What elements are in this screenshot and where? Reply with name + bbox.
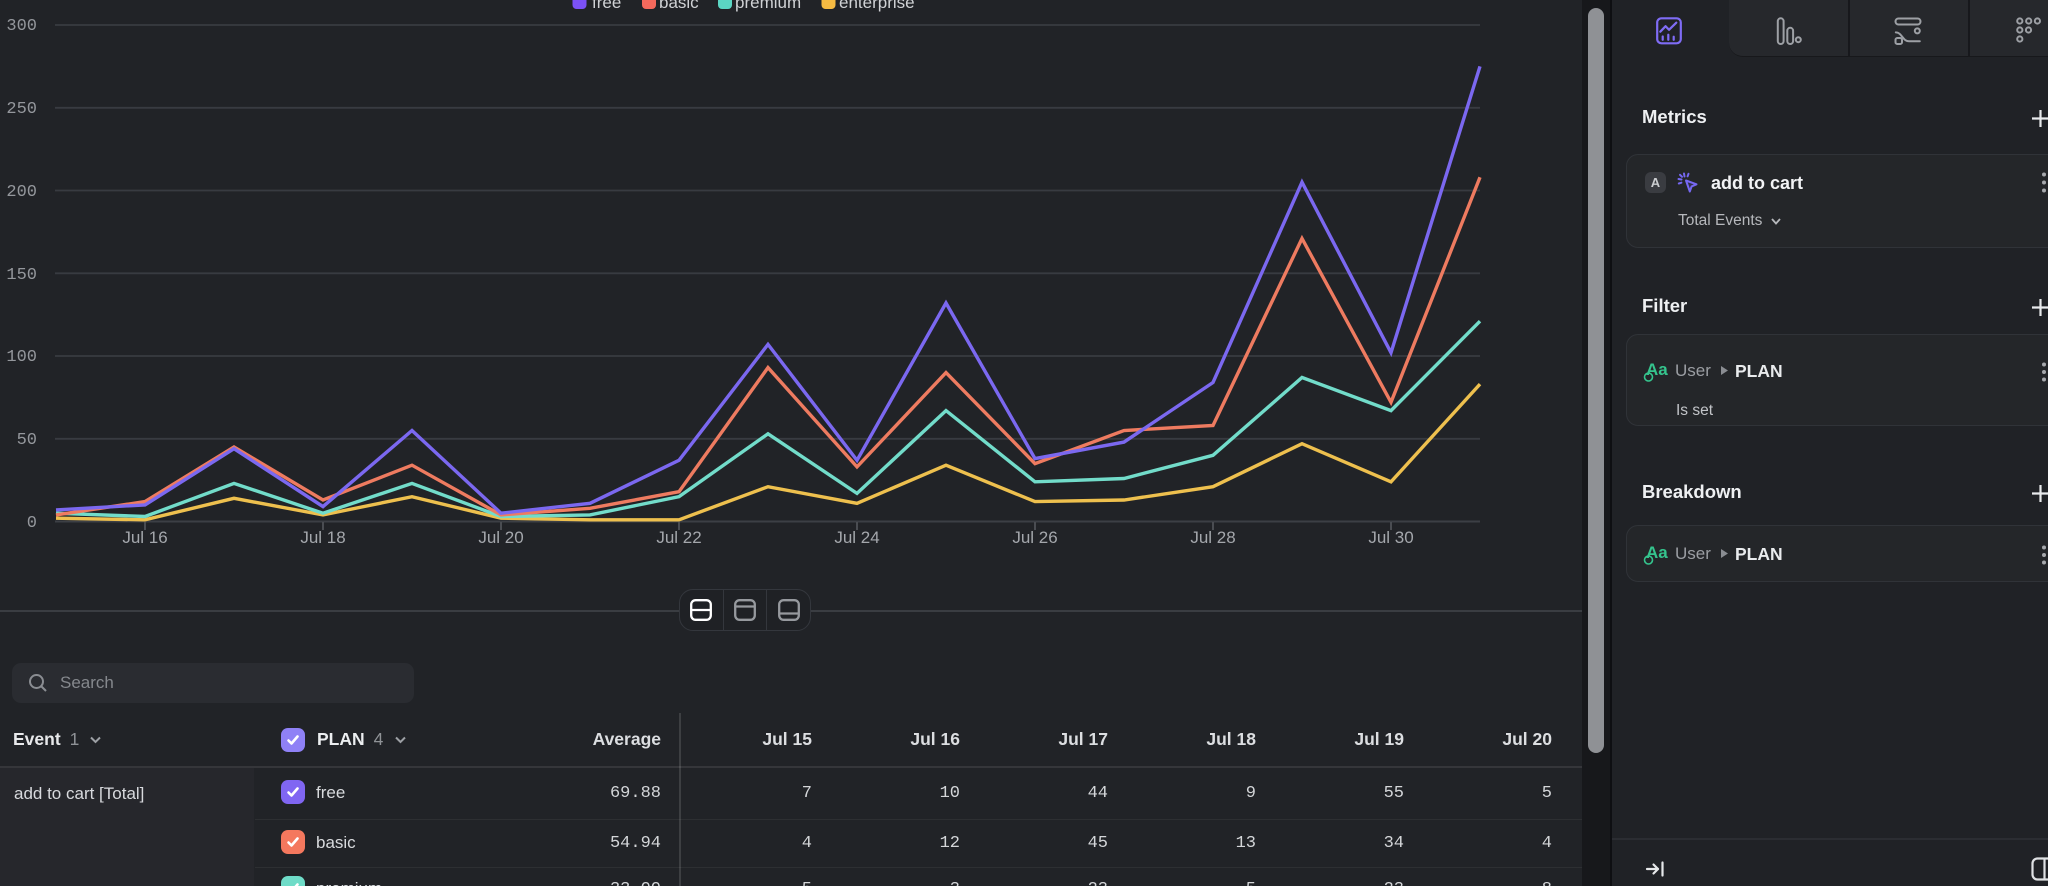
svg-text:Jul 28: Jul 28 [1190,528,1235,547]
svg-text:free: free [592,0,621,12]
svg-text:basic: basic [659,0,699,12]
svg-text:premium: premium [735,0,801,12]
svg-text:Jul 18: Jul 18 [300,528,345,547]
svg-text:250: 250 [6,100,37,119]
svg-text:Jul 24: Jul 24 [834,528,879,547]
svg-text:150: 150 [6,266,37,285]
svg-text:Jul 20: Jul 20 [478,528,523,547]
svg-text:Jul 26: Jul 26 [1012,528,1057,547]
svg-text:Jul 30: Jul 30 [1368,528,1413,547]
svg-text:Aa: Aa [1646,360,1668,379]
svg-text:Aa: Aa [1646,543,1668,562]
svg-text:50: 50 [17,431,37,450]
svg-text:100: 100 [6,348,37,367]
svg-text:Jul 22: Jul 22 [656,528,701,547]
svg-text:300: 300 [6,17,37,36]
svg-text:enterprise: enterprise [839,0,915,12]
svg-text:0: 0 [27,514,37,533]
svg-text:Jul 16: Jul 16 [122,528,167,547]
svg-text:200: 200 [6,183,37,202]
